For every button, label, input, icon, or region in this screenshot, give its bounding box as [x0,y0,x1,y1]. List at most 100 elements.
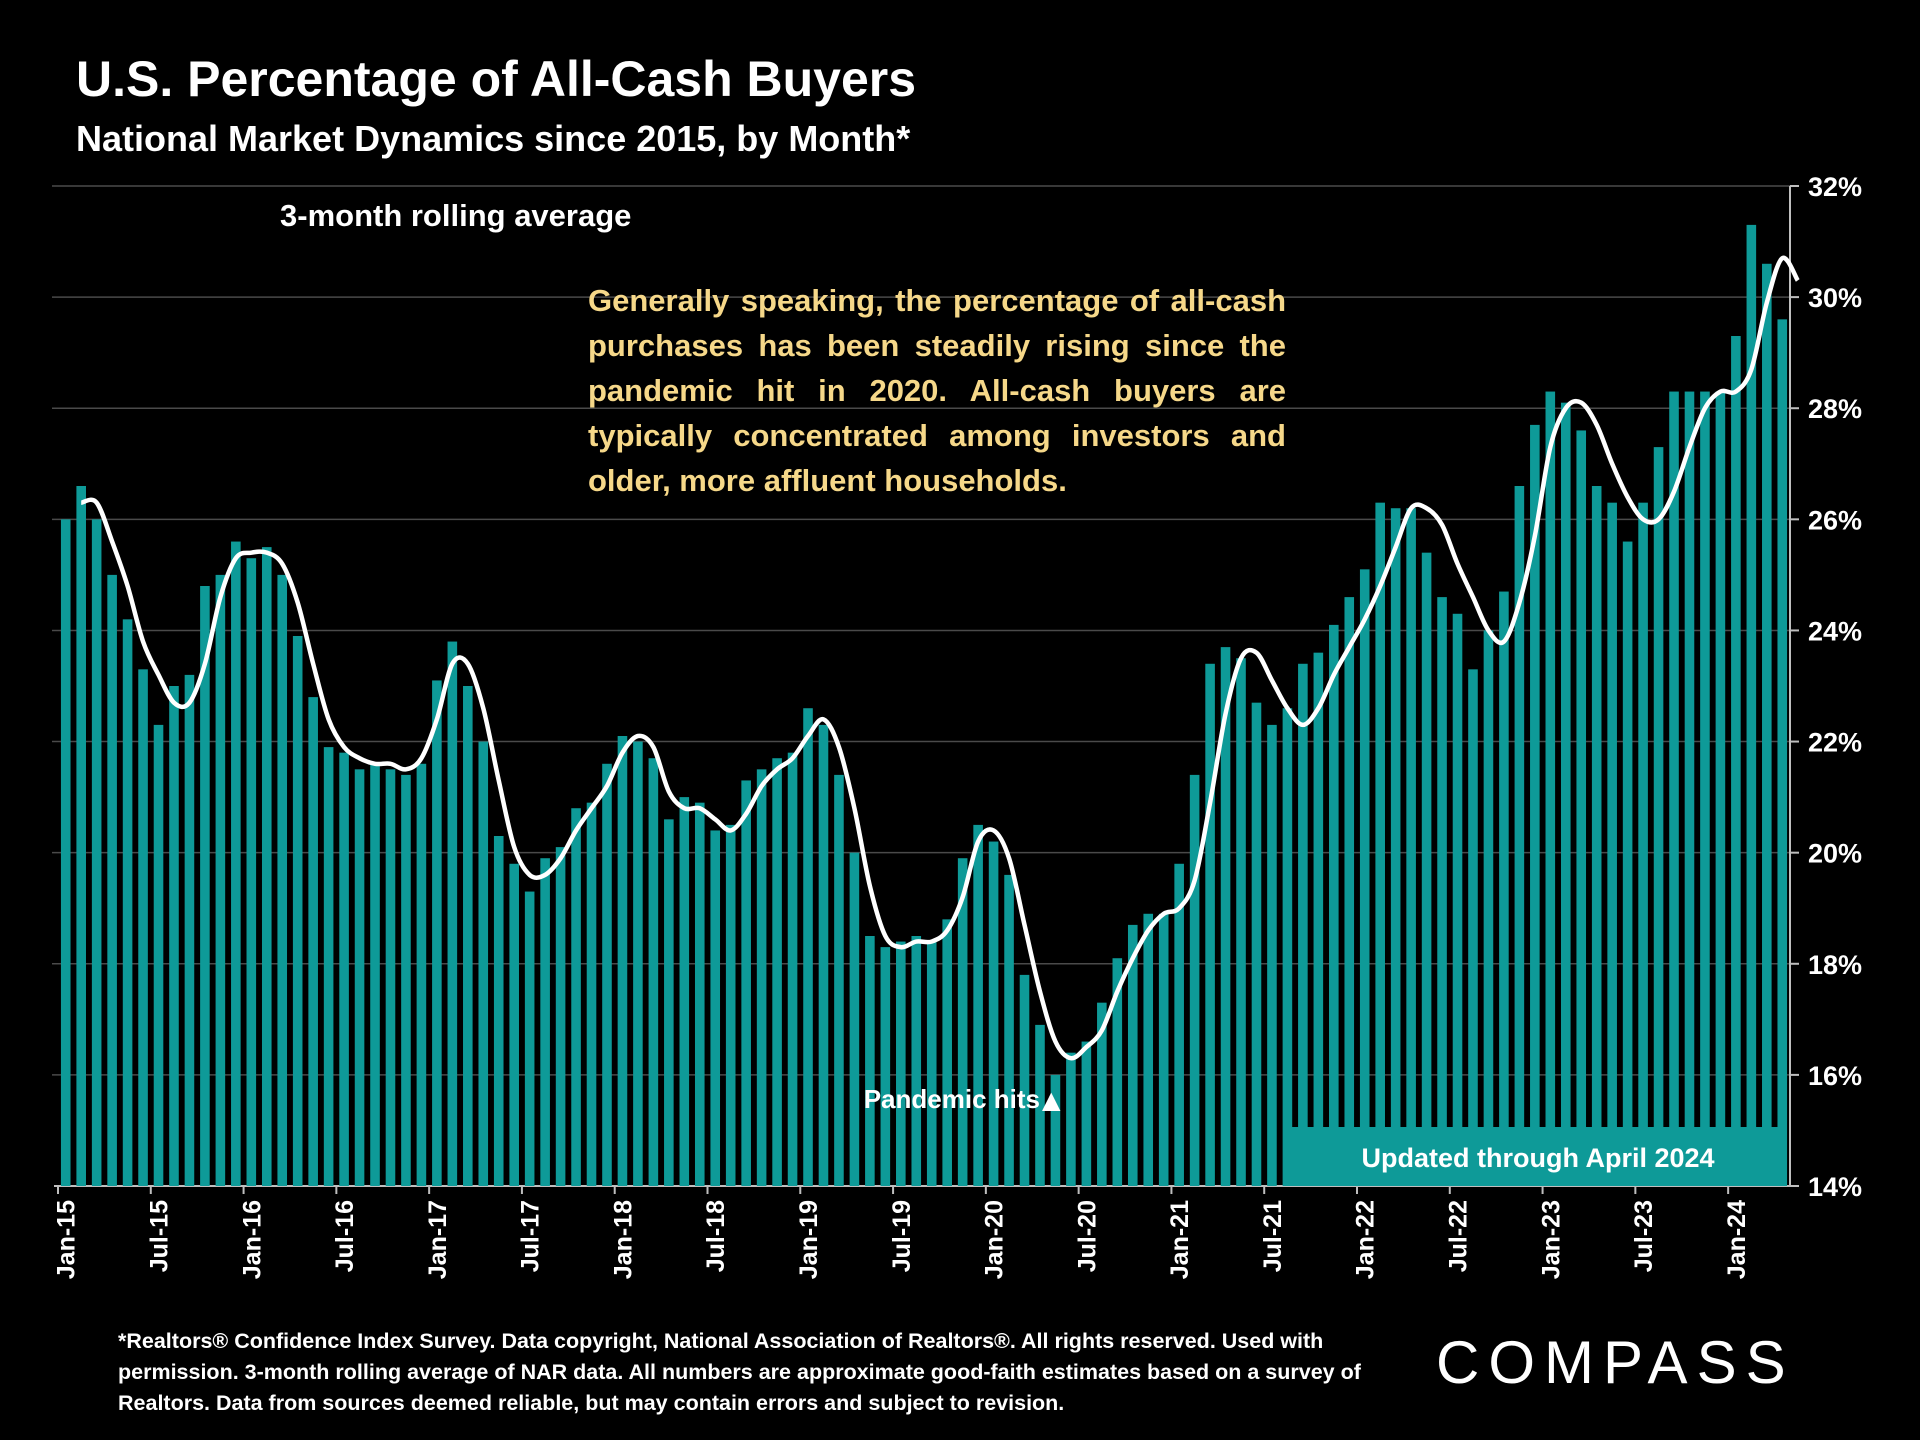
bar [803,708,813,1186]
bar [1545,391,1556,1186]
bar [1437,597,1447,1186]
y-tick-label: 24% [1808,616,1862,646]
bar [1143,913,1154,1186]
x-tick-label: Jan-22 [1352,1200,1380,1279]
bar [1236,658,1246,1186]
bar [865,936,875,1186]
bar [1560,402,1571,1187]
x-tick-label: Jan-18 [609,1200,637,1279]
bar [153,724,164,1186]
y-tick-label: 26% [1808,505,1862,535]
x-tick-label: Jan-16 [238,1200,266,1279]
bar [370,763,380,1186]
y-tick-label: 22% [1808,728,1862,758]
bar [818,724,829,1186]
bar [509,863,519,1186]
bar [555,847,566,1186]
bar [880,947,891,1186]
bar [1298,663,1308,1186]
bar [432,680,442,1186]
bar [60,519,71,1186]
bar [1468,669,1478,1186]
y-tick-label: 30% [1808,283,1862,313]
bar [1406,508,1416,1186]
bar [463,686,473,1186]
y-tick-label: 16% [1808,1061,1862,1091]
x-tick-label: Jul-16 [331,1200,359,1272]
bar [1638,502,1648,1187]
chart-title: U.S. Percentage of All-Cash Buyers [76,51,917,107]
pandemic-marker-triangle: ▲ [1042,1086,1061,1114]
x-tick-label: Jan-20 [981,1200,1009,1279]
compass-logo: COMPASS [1436,1329,1795,1396]
bar [1359,569,1370,1186]
rolling-average-line [80,255,1800,1061]
bar [1344,597,1355,1186]
y-tick-label: 32% [1808,172,1862,202]
annotation-text: Generally speaking, the percentage of al… [588,283,1286,498]
bar [787,752,798,1186]
bar [710,830,721,1186]
bar [91,519,102,1186]
bar [1700,391,1710,1186]
bar [1499,591,1509,1186]
bar [261,547,272,1186]
bar [988,841,999,1186]
rolling-average-note: 3-month rolling average [280,198,632,233]
bar [1004,874,1014,1186]
bar [339,752,349,1186]
bar [679,797,690,1186]
bar [416,763,427,1186]
bar [1251,702,1262,1186]
chart-subtitle: National Market Dynamics since 2015, by … [76,118,911,159]
bar [973,824,983,1186]
bar [215,574,226,1186]
bar [772,758,782,1186]
x-tick-label: Jan-15 [53,1200,81,1279]
y-tick-label: 28% [1808,394,1862,424]
bar [571,808,581,1186]
x-tick-label: Jan-24 [1723,1200,1751,1279]
bar [231,541,241,1186]
bar [1514,486,1525,1186]
bar [277,574,288,1186]
x-tick-label: Jul-22 [1445,1200,1473,1272]
bar [246,558,257,1186]
x-tick-label: Jul-20 [1073,1200,1101,1272]
y-tick-label: 18% [1808,950,1862,980]
bar [664,819,674,1186]
bar [957,858,968,1186]
bar [1375,502,1385,1187]
pandemic-label: Pandemic hits [864,1084,1040,1114]
bar [849,852,860,1186]
bar [834,774,844,1186]
bar [756,769,767,1186]
bar [1050,1074,1061,1186]
bar [1591,486,1602,1186]
bar [1390,508,1401,1186]
bar [1746,224,1757,1186]
bar [1777,319,1788,1186]
bar [169,686,179,1186]
bar [1530,424,1540,1186]
bar [1112,958,1123,1186]
footnote: *Realtors® Confidence Index Survey. Data… [118,1329,1361,1415]
bar [122,619,133,1186]
bar [1081,1041,1092,1186]
bar [1421,552,1432,1186]
bar [1762,263,1772,1186]
bar [385,769,396,1186]
bar [1607,502,1617,1187]
bar [76,486,86,1186]
bar [911,936,922,1186]
bar [401,774,411,1186]
bar [1035,1024,1045,1186]
x-tick-label: Jul-21 [1259,1200,1287,1272]
bar [323,747,334,1186]
bar [1313,652,1324,1186]
bar [138,669,148,1186]
bar [725,824,736,1186]
bar [1066,1052,1076,1186]
bar [1483,630,1494,1186]
bar [1452,613,1463,1186]
